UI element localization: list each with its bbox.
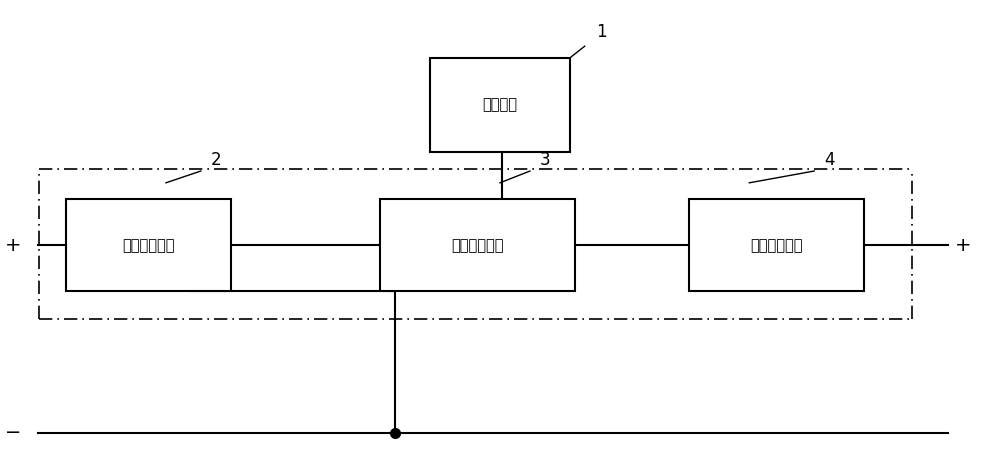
Text: 进线隔离电路: 进线隔离电路 bbox=[122, 238, 175, 253]
Text: 调压充电电路: 调压充电电路 bbox=[451, 238, 504, 253]
Text: −: − bbox=[5, 423, 22, 442]
Text: 控制电路: 控制电路 bbox=[482, 98, 518, 112]
Text: 2: 2 bbox=[210, 151, 221, 169]
Bar bbox=[689, 199, 864, 291]
Text: 1: 1 bbox=[596, 23, 607, 41]
Text: 3: 3 bbox=[540, 151, 550, 169]
Text: +: + bbox=[5, 236, 22, 255]
Text: +: + bbox=[954, 236, 971, 255]
Bar bbox=[66, 199, 231, 291]
Text: 出线隔离电路: 出线隔离电路 bbox=[750, 238, 803, 253]
Bar bbox=[380, 199, 575, 291]
Text: 4: 4 bbox=[824, 151, 834, 169]
Bar bbox=[430, 58, 570, 152]
